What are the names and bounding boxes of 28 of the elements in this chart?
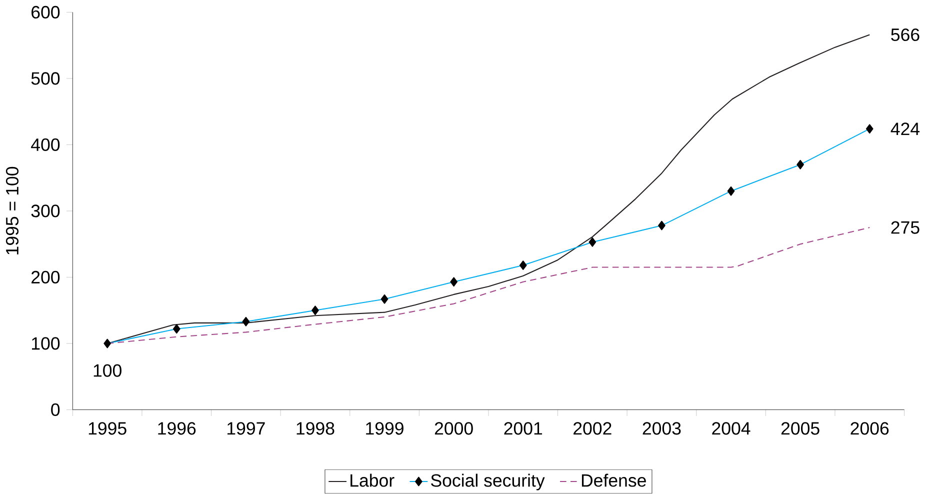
x-tick-label: 2003 bbox=[642, 422, 681, 435]
y-axis-title: 1995 = 100 bbox=[6, 167, 19, 255]
data-label: 566 bbox=[891, 28, 920, 42]
y-tick-label: 300 bbox=[31, 204, 60, 218]
x-tick-label: 2006 bbox=[850, 422, 889, 435]
x-tick-label: 2000 bbox=[434, 422, 473, 435]
y-tick-label: 400 bbox=[31, 138, 60, 152]
y-tick-label: 0 bbox=[51, 404, 60, 416]
point bbox=[104, 338, 111, 348]
legend-label: Defense bbox=[582, 474, 646, 487]
x-tick-label: 1998 bbox=[296, 422, 334, 435]
legend-label: Social security bbox=[431, 474, 545, 490]
x-tick-label: 1997 bbox=[228, 422, 265, 435]
x-tick-label: 1995 bbox=[88, 422, 126, 435]
x-tick-label: 2005 bbox=[781, 422, 820, 435]
data-label: 275 bbox=[891, 221, 920, 234]
y-tick-label: 200 bbox=[32, 271, 60, 284]
data-label: 100 bbox=[94, 364, 122, 377]
y-tick-label: 100 bbox=[32, 337, 60, 350]
y-tick-label: 500 bbox=[31, 72, 60, 85]
data-label: 424 bbox=[890, 122, 920, 136]
x-tick-label: 2002 bbox=[574, 422, 612, 435]
x-tick-label: 2001 bbox=[504, 422, 542, 435]
legend-label: Labor bbox=[350, 474, 394, 487]
y-tick-label: 600 bbox=[32, 6, 60, 19]
x-tick-label: 2004 bbox=[712, 422, 750, 435]
x-tick-label: 1996 bbox=[158, 422, 196, 435]
x-tick-label: 1999 bbox=[366, 422, 404, 435]
